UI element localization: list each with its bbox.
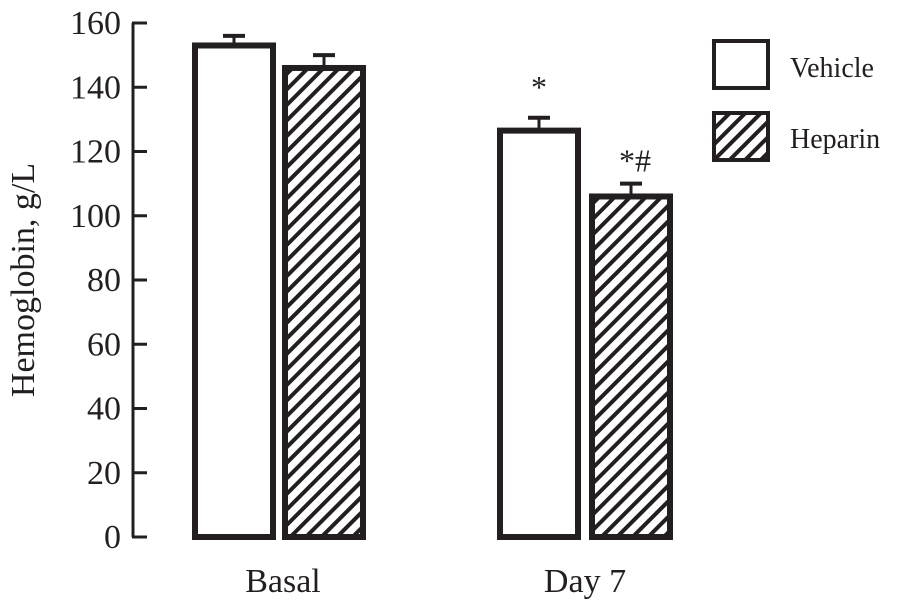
x-tick-label-basal: Basal bbox=[245, 563, 321, 600]
y-tick-label: 20 bbox=[87, 455, 121, 492]
y-axis: 0 20 40 60 80 100 120 140 160 bbox=[70, 5, 147, 556]
y-axis-label: Hemoglobin, g/L bbox=[5, 163, 42, 397]
legend-label-heparin: Heparin bbox=[790, 124, 880, 155]
legend: Vehicle Heparin bbox=[712, 39, 880, 162]
legend-swatch-vehicle bbox=[712, 39, 770, 90]
y-tick-label: 120 bbox=[70, 134, 121, 171]
y-tick-label: 160 bbox=[70, 5, 121, 42]
y-tick-label: 80 bbox=[87, 262, 121, 299]
bar-vehicle-day7 bbox=[497, 127, 581, 540]
y-tick-label: 40 bbox=[87, 391, 121, 428]
y-tick-label: 0 bbox=[104, 519, 121, 556]
bar-heparin-basal bbox=[282, 64, 366, 540]
y-tick-label: 100 bbox=[70, 198, 121, 235]
significance-marker: * bbox=[531, 69, 547, 105]
bar-vehicle-basal bbox=[192, 42, 276, 541]
legend-swatch-heparin bbox=[712, 111, 770, 162]
bar-heparin-day7 bbox=[589, 193, 673, 540]
y-tick-label: 60 bbox=[87, 326, 121, 363]
significance-marker: *# bbox=[619, 143, 651, 179]
x-tick-label-day7: Day 7 bbox=[544, 563, 626, 600]
legend-label-vehicle: Vehicle bbox=[790, 53, 874, 84]
y-tick-label: 140 bbox=[70, 69, 121, 106]
bars: * *# bbox=[192, 33, 673, 541]
